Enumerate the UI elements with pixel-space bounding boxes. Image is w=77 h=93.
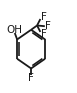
- Text: F: F: [28, 73, 34, 83]
- Text: F: F: [45, 21, 51, 31]
- Text: OH: OH: [6, 25, 22, 35]
- Text: F: F: [41, 12, 47, 22]
- Text: F: F: [41, 29, 47, 39]
